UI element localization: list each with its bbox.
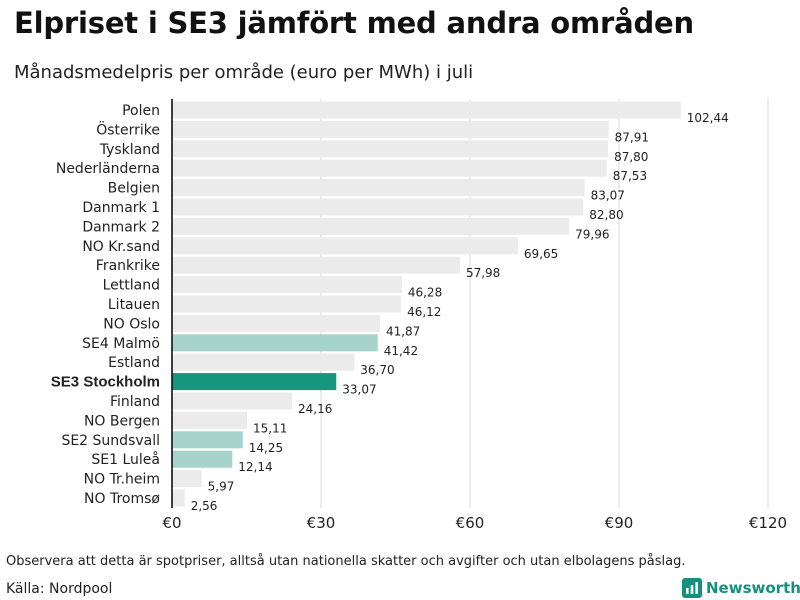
source-note: Källa: Nordpool: [6, 581, 113, 597]
category-label-8: Frankrike: [96, 258, 160, 274]
value-label-1: 87,91: [615, 130, 649, 144]
value-label-14: 33,07: [342, 383, 376, 397]
category-label-6: Danmark 2: [82, 219, 160, 235]
category-label-10: Litauen: [108, 297, 160, 313]
bar-1: [172, 120, 609, 138]
bar-10: [172, 295, 402, 313]
x-tick-label-3: €90: [605, 514, 634, 532]
x-tick-label-4: €120: [749, 514, 787, 532]
bar-18: [172, 450, 233, 468]
bar-15: [172, 392, 292, 410]
bar-13: [172, 353, 355, 371]
value-label-4: 83,07: [591, 189, 625, 203]
footnote: Observera att detta är spotpriser, allts…: [6, 554, 686, 569]
value-label-12: 41,42: [384, 344, 418, 358]
category-label-11: NO Oslo: [103, 316, 160, 332]
category-label-15: Finland: [110, 394, 160, 410]
bar-8: [172, 256, 460, 274]
bar-12: [172, 334, 378, 352]
bar-3: [172, 159, 607, 177]
bar-2: [172, 140, 609, 158]
value-label-8: 57,98: [466, 266, 500, 280]
value-label-7: 69,65: [524, 247, 558, 261]
value-label-17: 14,25: [249, 441, 283, 455]
category-label-9: Lettland: [103, 278, 160, 294]
category-label-20: NO Tromsø: [84, 491, 160, 507]
newsworthy-logo-icon: [682, 578, 702, 598]
category-label-12: SE4 Malmö: [82, 336, 160, 352]
category-label-5: Danmark 1: [82, 200, 160, 216]
x-tick-label-2: €60: [456, 514, 485, 532]
category-label-14: SE3 Stockholm: [51, 374, 160, 391]
value-label-10: 46,12: [407, 305, 441, 319]
bar-7: [172, 237, 518, 255]
bar-6: [172, 217, 570, 235]
category-label-0: Polen: [122, 103, 160, 119]
value-label-3: 87,53: [613, 169, 647, 183]
value-label-15: 24,16: [298, 402, 332, 416]
bar-14: [172, 373, 337, 391]
bar-9: [172, 276, 402, 294]
category-label-13: Estland: [108, 355, 160, 371]
value-label-2: 87,80: [614, 150, 648, 164]
bar-19: [172, 470, 202, 488]
bar-11: [172, 314, 380, 332]
value-label-16: 15,11: [253, 421, 287, 435]
x-tick-label-0: €0: [162, 514, 181, 532]
category-label-18: SE1 Luleå: [91, 451, 160, 468]
value-label-6: 79,96: [575, 227, 609, 241]
value-label-18: 12,14: [238, 460, 272, 474]
category-label-19: NO Tr.heim: [84, 472, 160, 488]
category-label-16: NO Bergen: [84, 413, 160, 429]
bar-17: [172, 431, 243, 449]
value-label-0: 102,44: [687, 111, 729, 125]
value-label-9: 46,28: [408, 286, 442, 300]
category-label-7: NO Kr.sand: [82, 239, 160, 255]
value-label-11: 41,87: [386, 324, 420, 338]
x-tick-label-1: €30: [307, 514, 336, 532]
category-label-4: Belgien: [108, 181, 160, 197]
value-label-5: 82,80: [589, 208, 623, 222]
brand-name: Newsworthy: [706, 579, 800, 597]
value-label-13: 36,70: [360, 363, 394, 377]
bar-5: [172, 198, 584, 216]
category-label-2: Tyskland: [99, 142, 160, 158]
category-label-1: Österrike: [96, 120, 160, 138]
bar-20: [172, 489, 185, 507]
bar-16: [172, 411, 248, 429]
bar-chart: Polen 102,44 Österrike 87,91 Tyskland 87,80 Ne…: [51, 99, 787, 532]
bar-0: [172, 101, 681, 119]
bar-4: [172, 179, 585, 197]
chart-title: Elpriset i SE3 jämfört med andra områden: [14, 6, 694, 40]
value-label-20: 2,56: [191, 499, 218, 513]
category-label-17: SE2 Sundsvall: [61, 433, 160, 449]
category-label-3: Nederländerna: [56, 161, 160, 177]
brand-logo: Newsworthy: [682, 577, 800, 599]
chart-subtitle: Månadsmedelpris per område (euro per MWh…: [14, 62, 474, 83]
value-label-19: 5,97: [208, 480, 235, 494]
